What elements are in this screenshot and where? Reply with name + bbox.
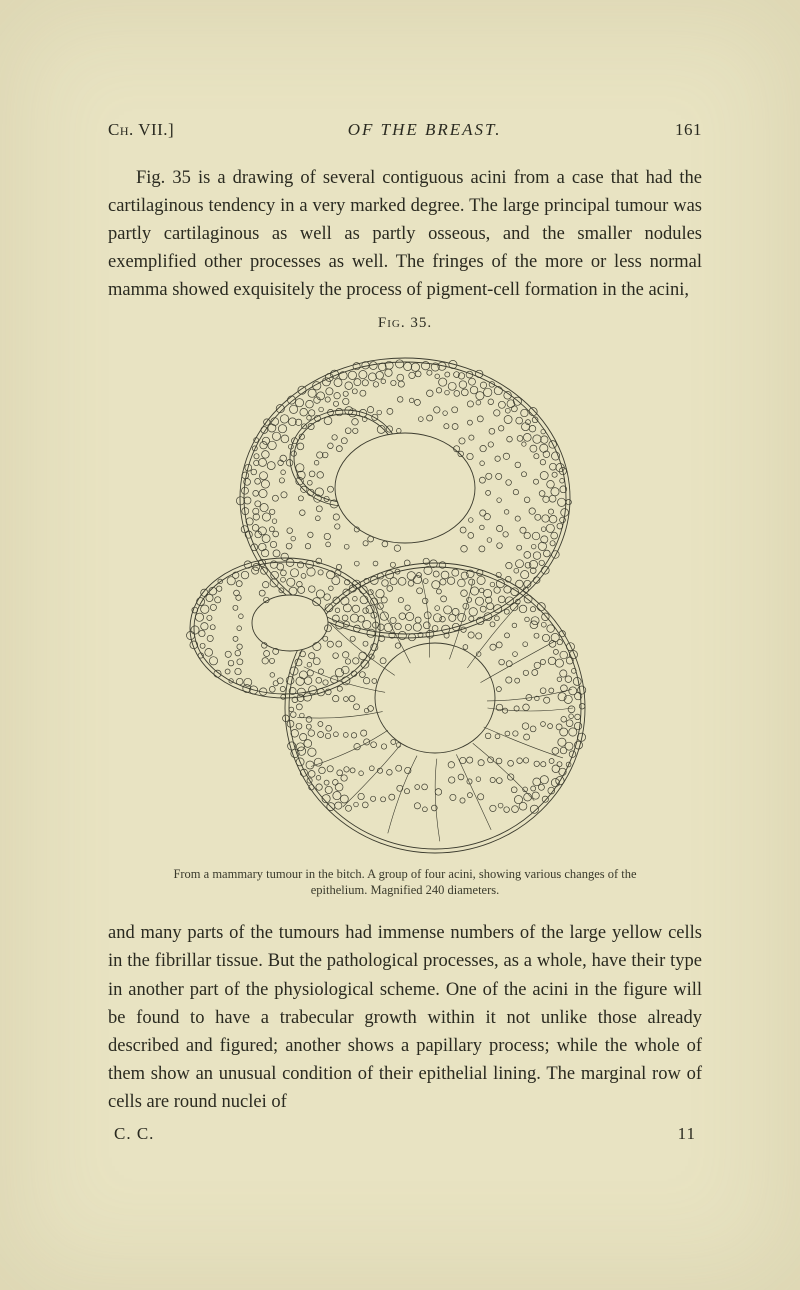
figure-label: Fig. 35. bbox=[108, 315, 702, 332]
footer-signature: C. C. bbox=[114, 1124, 154, 1144]
running-head-page: 161 bbox=[675, 120, 702, 140]
paragraph-2: and many parts of the tumours had immens… bbox=[108, 919, 702, 1116]
paragraph-1: Fig. 35 is a drawing of several contiguo… bbox=[108, 164, 702, 305]
figure-caption: From a mammary tumour in the bitch. A gr… bbox=[170, 866, 640, 900]
running-head-center: OF THE BREAST. bbox=[348, 120, 502, 140]
running-head: Ch. VII.] OF THE BREAST. 161 bbox=[108, 120, 702, 140]
page: Ch. VII.] OF THE BREAST. 161 Fig. 35 is … bbox=[0, 0, 800, 1290]
footer-sheet-number: 11 bbox=[678, 1124, 696, 1144]
figure-wrap bbox=[108, 338, 702, 858]
figure-illustration bbox=[165, 338, 645, 858]
running-head-left: Ch. VII.] bbox=[108, 120, 174, 140]
footer: C. C. 11 bbox=[108, 1124, 702, 1144]
